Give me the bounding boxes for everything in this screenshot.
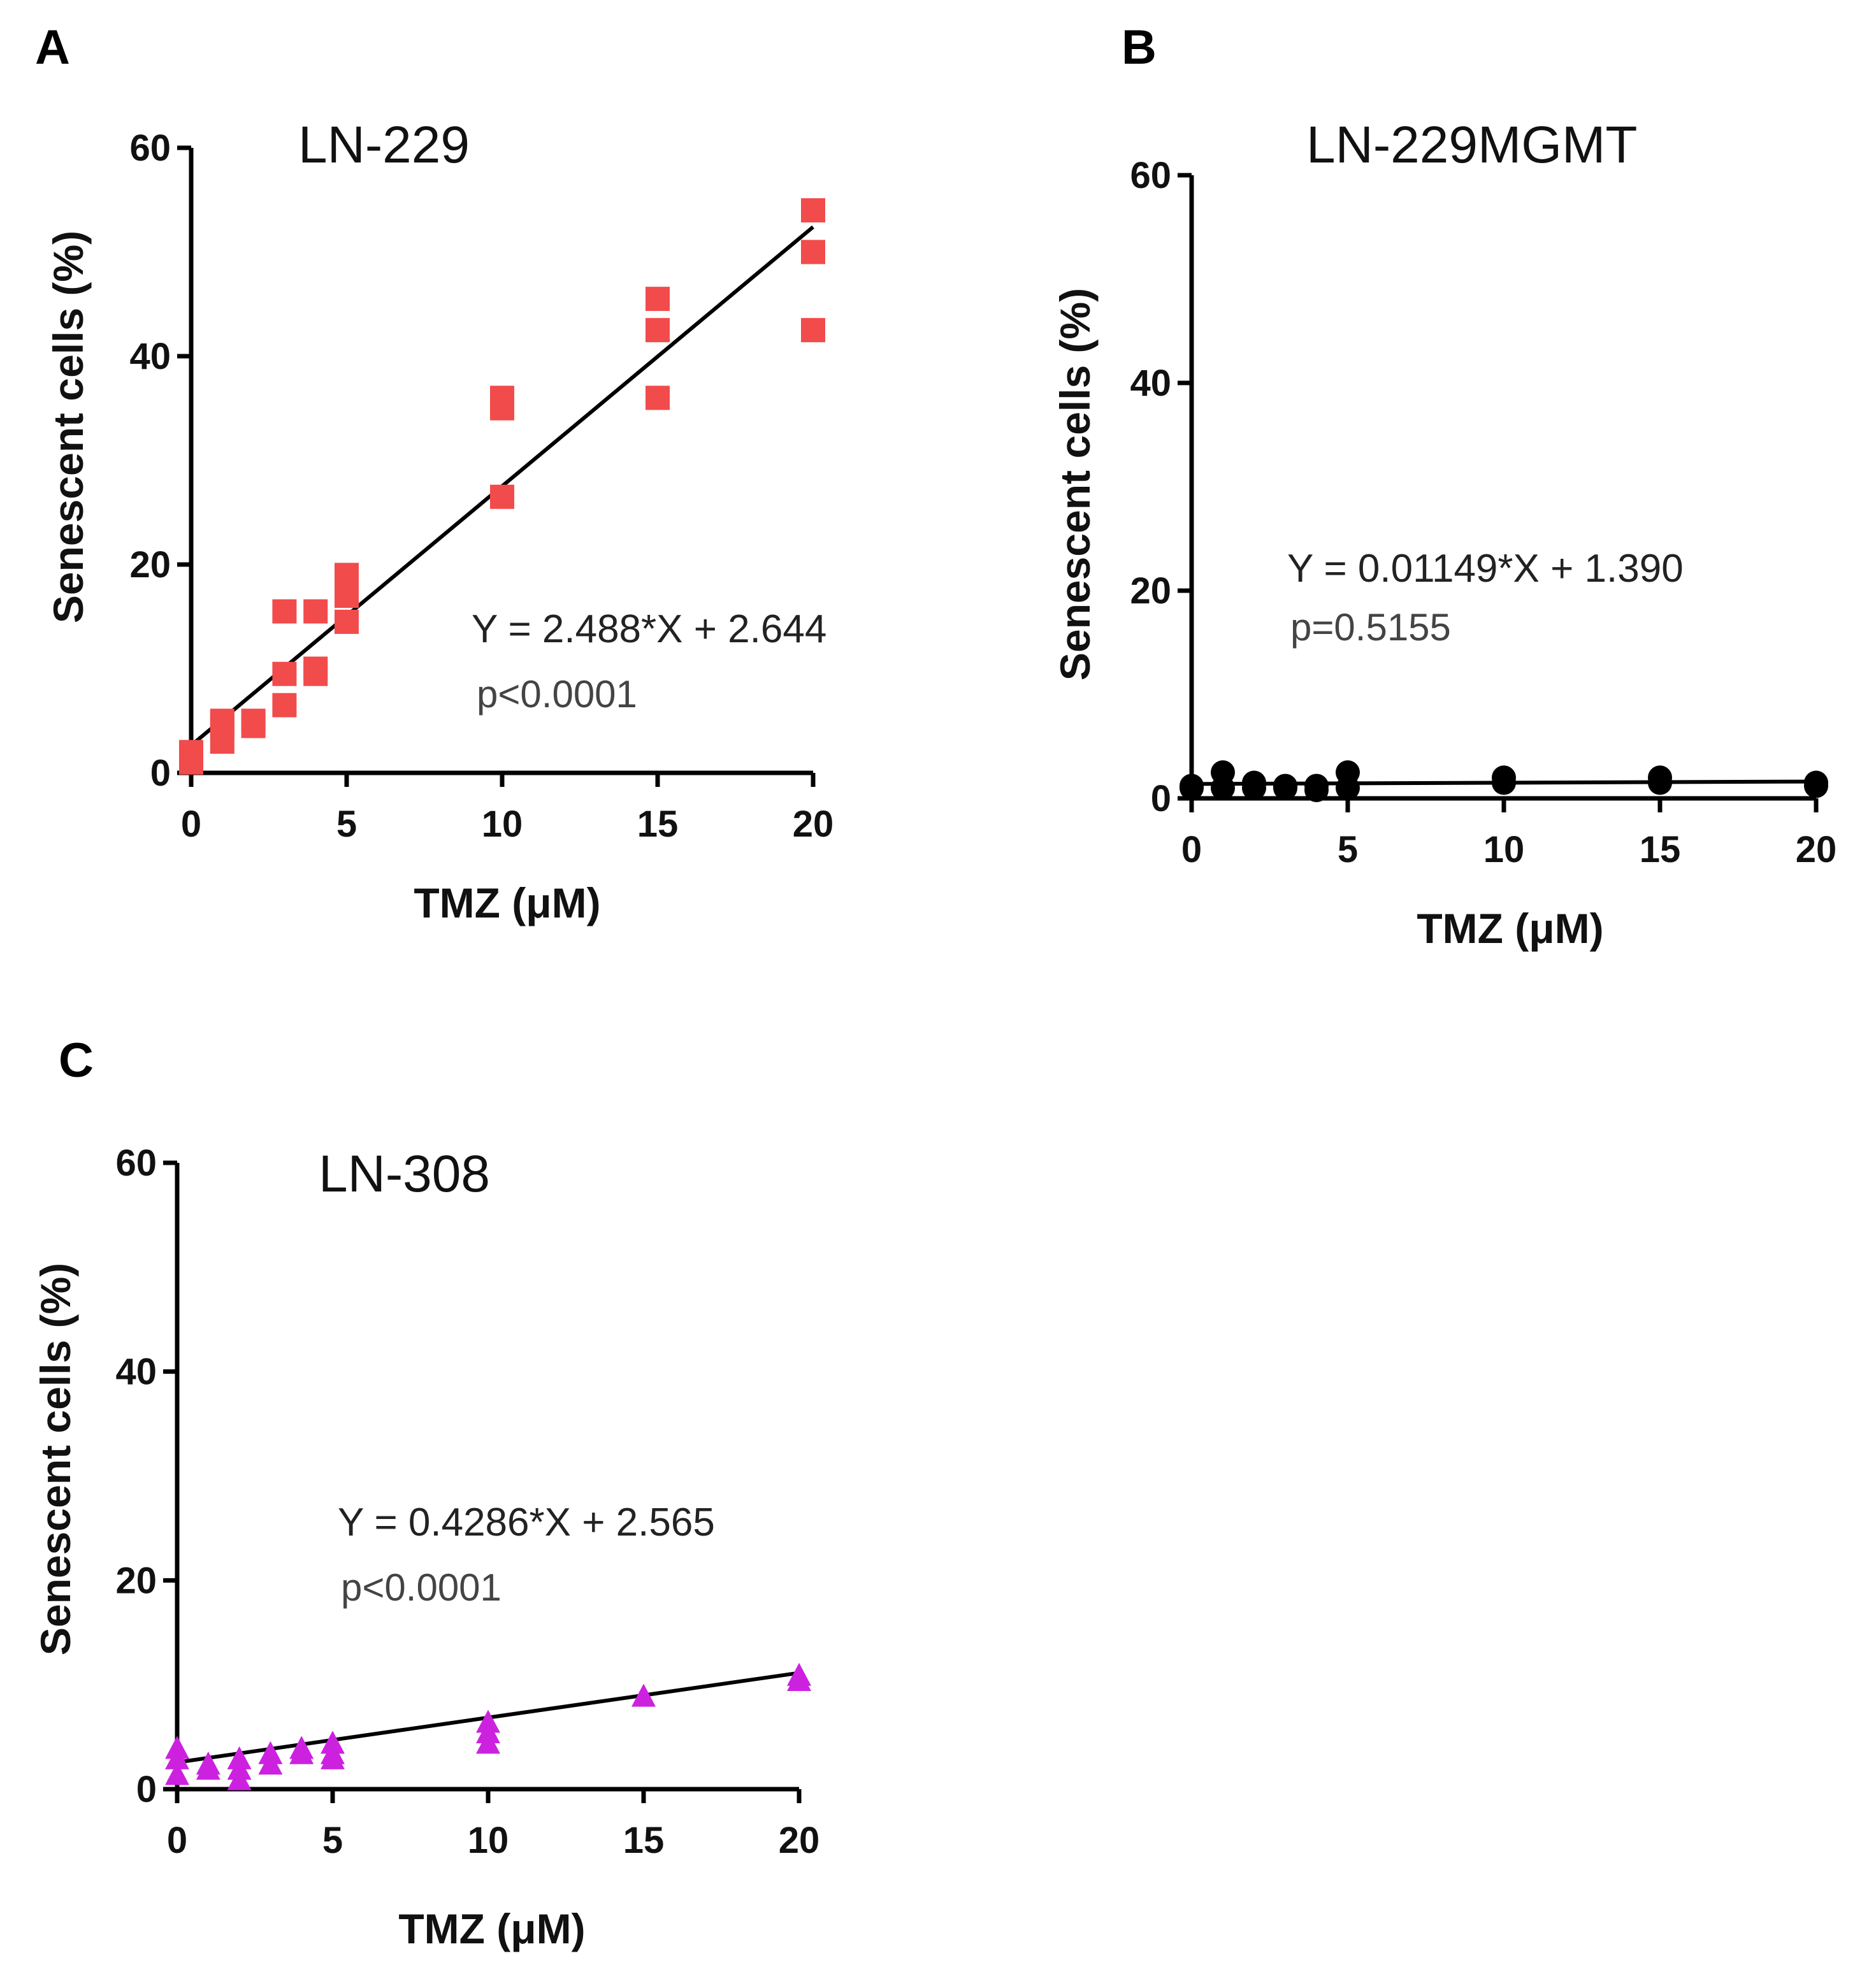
x-tick-label: 20 [779,1820,820,1861]
x-tick-label: 5 [1338,829,1358,870]
data-point [801,240,825,264]
panel-a: A LN-229 Senescent cells (%) TMZ (μM) Y … [35,20,833,926]
data-point [241,709,266,733]
data-point [321,1731,345,1754]
data-point [646,385,670,410]
y-tick-label: 60 [115,1142,157,1184]
y-tick-label: 40 [129,336,171,377]
y-tick-label: 20 [115,1560,157,1601]
x-tick-label: 15 [637,803,679,845]
y-tick-label: 20 [129,544,171,586]
x-tick-label: 10 [468,1820,509,1861]
fit-equation: Y = 2.488*X + 2.644 [472,607,826,651]
data-point [179,740,203,765]
data-point [196,1751,220,1775]
data-point [1304,774,1329,798]
x-tick-label: 0 [167,1820,187,1861]
data-point [476,1709,500,1733]
panel-label: A [35,20,70,75]
y-axis-title: Senescent cells (%) [32,1263,79,1655]
fit-equation: Y = 0.4286*X + 2.565 [338,1501,715,1544]
data-point [335,609,359,634]
fit-equation: Y = 0.01149*X + 1.390 [1287,547,1684,591]
data-point [646,287,670,312]
data-point [631,1683,656,1707]
data-point [1804,770,1828,795]
data-point [210,709,234,733]
y-tick-label: 20 [1130,570,1171,612]
p-value: p=0.5155 [1290,606,1451,649]
x-tick-label: 5 [336,803,357,845]
panel-c: C LN-308 Senescent cells (%) TMZ (μM) Y … [32,1033,819,1952]
data-point [490,484,514,509]
x-tick-label: 5 [322,1820,343,1861]
data-point [801,318,825,343]
x-tick-label: 15 [623,1820,665,1861]
panel-label: C [59,1033,94,1088]
data-point [303,656,328,681]
chart-title: LN-229MGMT [1306,116,1637,174]
y-axis-title: Senescent cells (%) [1051,288,1099,680]
x-tick-label: 10 [482,803,523,845]
x-tick-label: 10 [1483,829,1525,870]
data-point [272,661,297,686]
data-point [1211,760,1235,785]
data-point [801,198,825,223]
y-tick-label: 0 [150,752,171,794]
data-point [490,385,514,410]
chart-title: LN-308 [319,1145,490,1203]
data-point [787,1662,811,1686]
y-axis-title: Senescent cells (%) [45,231,92,623]
x-axis-title: TMZ (μM) [414,879,600,926]
x-tick-label: 20 [1796,829,1837,870]
y-tick-label: 40 [1130,363,1171,404]
panel-b: B LN-229MGMT Senescent cells (%) TMZ (μM… [1051,20,1836,952]
x-tick-label: 0 [1181,829,1202,870]
data-point [1336,760,1360,785]
data-point [289,1736,314,1759]
x-axis-title: TMZ (μM) [398,1905,585,1952]
x-tick-label: 15 [1640,829,1681,870]
data-point [646,318,670,343]
data-point [335,563,359,587]
data-point [227,1746,252,1769]
data-point [272,599,297,624]
y-tick-label: 60 [129,127,171,169]
y-tick-label: 0 [136,1769,157,1810]
data-point [272,693,297,717]
data-point [1242,770,1266,795]
x-axis-title: TMZ (μM) [1417,905,1603,952]
data-point [258,1741,283,1764]
data-point [1492,765,1516,790]
x-tick-label: 20 [793,803,834,845]
panel-label: B [1122,20,1157,75]
data-point [165,1762,189,1785]
y-tick-label: 40 [115,1351,157,1393]
y-tick-label: 0 [1151,778,1171,819]
chart-title: LN-229 [298,116,470,174]
data-point [1648,765,1672,790]
x-tick-label: 0 [181,803,201,845]
data-point [1180,774,1204,798]
data-point [335,584,359,608]
p-value: p<0.0001 [477,673,637,716]
data-point [303,599,328,624]
data-point [165,1736,189,1759]
y-tick-label: 60 [1130,155,1171,196]
data-point [1273,774,1297,798]
p-value: p<0.0001 [341,1566,501,1609]
